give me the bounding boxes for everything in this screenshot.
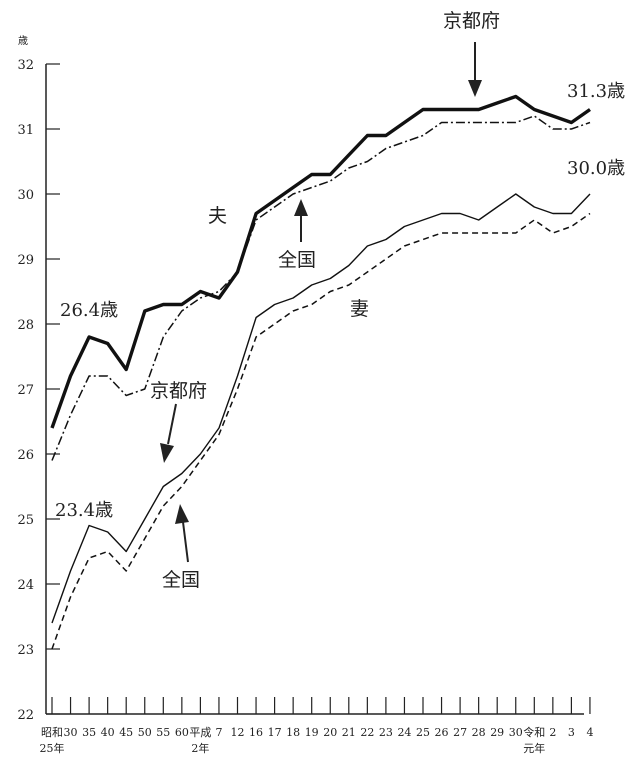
x-tick-label: 昭和 — [41, 726, 63, 739]
kyoto-top-label: 京都府 — [443, 10, 500, 32]
axes — [45, 64, 584, 715]
x-tick-label-line2: 2年 — [191, 741, 209, 755]
y-tick-label: 24 — [17, 578, 34, 593]
x-tick-label: 12 — [231, 726, 245, 739]
x-tick-label: 24 — [397, 726, 411, 739]
x-tick-label: 30 — [64, 726, 78, 739]
kyoto-wife-label: 京都府 — [150, 380, 207, 402]
x-tick-label: 23 — [379, 726, 393, 739]
x-tick-label: 2 — [549, 726, 556, 739]
series-lines — [50, 94, 591, 650]
national-husband-label: 全国 — [278, 249, 316, 271]
x-tick-label: 29 — [490, 726, 504, 739]
kyoto-top-arrowhead — [468, 80, 482, 97]
x-tick-label: 21 — [342, 726, 356, 739]
x-tick-label: 26 — [435, 726, 449, 739]
x-tick-label: 35 — [82, 726, 96, 739]
y-tick-label: 30 — [17, 188, 34, 203]
y-tick-label: 23 — [17, 643, 34, 658]
x-tick-label: 20 — [323, 726, 337, 739]
wife-start-value: 23.4歳 — [55, 500, 113, 521]
x-tick-label: 7 — [215, 726, 222, 739]
y-tick-label: 22 — [17, 708, 34, 723]
x-tick-label: 40 — [101, 726, 115, 739]
kyoto-wife-arrowhead — [160, 443, 174, 463]
x-tick-label: 4 — [586, 726, 593, 739]
national-husband-arrowhead — [294, 199, 308, 216]
husband-kyoto-line — [50, 94, 591, 429]
annotations: 夫 妻 京都府 全国 京都府 全国 26.4歳 31.3歳 23.4歳 30.0… — [55, 10, 625, 591]
national-wife-arrowhead — [175, 504, 189, 524]
x-tick-label: 45 — [119, 726, 133, 739]
y-tick-label: 32 — [17, 58, 34, 73]
x-tick-label: 30 — [509, 726, 523, 739]
husband-start-value: 26.4歳 — [60, 300, 118, 321]
husband-label: 夫 — [208, 205, 227, 227]
wife-label: 妻 — [350, 298, 369, 320]
x-tick-label: 平成 — [189, 726, 211, 739]
x-tick-label: 60 — [175, 726, 189, 739]
x-tick-label: 27 — [453, 726, 467, 739]
national-wife-arrow-shaft — [182, 521, 189, 563]
husband-end-value: 31.3歳 — [567, 81, 625, 102]
x-tick-label: 50 — [138, 726, 152, 739]
y-tick-label: 25 — [17, 513, 34, 528]
national-wife-label: 全国 — [162, 569, 200, 591]
x-tick-label: 25 — [416, 726, 430, 739]
x-tick-label: 55 — [156, 726, 170, 739]
y-unit-label: 歳 — [18, 35, 28, 47]
x-tick-label: 17 — [268, 726, 282, 739]
kyoto-wife-arrow-shaft — [167, 403, 177, 445]
x-tick-label: 18 — [286, 726, 300, 739]
x-tick-label: 令和 — [523, 725, 545, 739]
x-tick-label: 19 — [305, 726, 319, 739]
x-tick-label: 28 — [472, 726, 486, 739]
husband-national-line — [51, 115, 591, 461]
x-tick-label: 16 — [249, 726, 263, 739]
y-ticks: 22 23 24 25 26 27 28 29 30 31 32 — [17, 58, 60, 723]
x-tick-label: 3 — [568, 726, 575, 739]
y-tick-label: 27 — [17, 383, 34, 398]
wife-national-line — [51, 212, 591, 650]
y-tick-label: 31 — [17, 123, 34, 138]
x-tick-label-line2: 元年 — [523, 741, 545, 755]
y-tick-label: 26 — [17, 448, 34, 463]
wife-end-value: 30.0歳 — [567, 158, 625, 179]
x-tick-label: 22 — [360, 726, 374, 739]
y-tick-label: 29 — [17, 253, 34, 268]
y-tick-label: 28 — [17, 318, 34, 333]
x-tick-label-line2: 25年 — [40, 741, 65, 755]
wife-kyoto-line — [51, 193, 591, 624]
